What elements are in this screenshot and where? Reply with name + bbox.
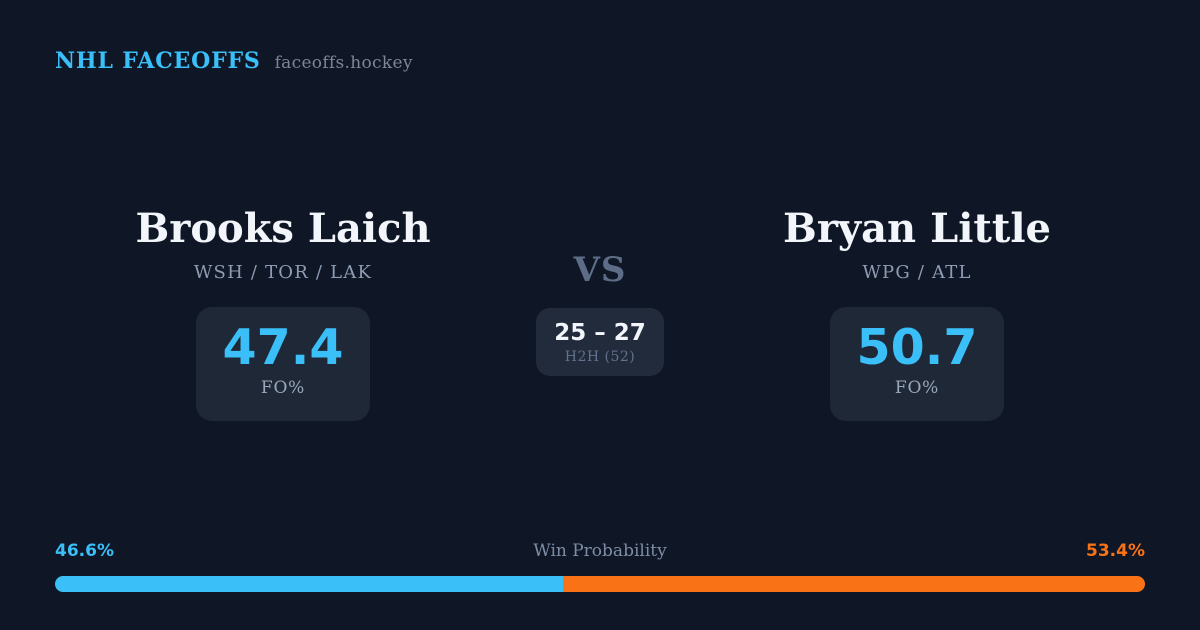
- win-probability-bar-left-segment: [55, 576, 563, 592]
- player-left-teams: WSH / TOR / LAK: [193, 262, 373, 283]
- win-probability-right-pct: 53.4%: [1086, 541, 1145, 561]
- player-left-fo-value: 47.4: [222, 319, 344, 376]
- header: NHL FACEOFFS faceoffs.hockey: [55, 48, 413, 74]
- win-probability-title: Win Probability: [533, 541, 667, 561]
- win-probability-labels: 46.6% Win Probability 53.4%: [55, 541, 1145, 561]
- brand-site-url: faceoffs.hockey: [274, 53, 413, 73]
- player-left-panel: Brooks Laich WSH / TOR / LAK 47.4 FO%: [96, 205, 470, 421]
- h2h-sample-size: H2H (52): [564, 349, 636, 365]
- player-right-name: Bryan Little: [783, 205, 1051, 252]
- player-right-panel: Bryan Little WPG / ATL 50.7 FO%: [730, 205, 1104, 421]
- h2h-card: 25 – 27 H2H (52): [536, 308, 664, 376]
- player-right-fo-value: 50.7: [856, 319, 978, 376]
- brand-title: NHL FACEOFFS: [55, 48, 261, 74]
- win-probability-bar: [55, 576, 1145, 592]
- player-right-fo-card: 50.7 FO%: [830, 307, 1004, 421]
- player-left-fo-card: 47.4 FO%: [196, 307, 370, 421]
- player-right-teams: WPG / ATL: [862, 262, 972, 283]
- win-probability-section: 46.6% Win Probability 53.4%: [55, 541, 1145, 592]
- player-right-fo-label: FO%: [894, 378, 940, 398]
- player-left-fo-label: FO%: [260, 378, 306, 398]
- versus-panel: VS 25 – 27 H2H (52): [500, 250, 700, 376]
- vs-label: VS: [573, 250, 627, 290]
- win-probability-bar-right-segment: [562, 576, 1145, 592]
- player-left-name: Brooks Laich: [135, 205, 431, 252]
- win-probability-left-pct: 46.6%: [55, 541, 114, 561]
- h2h-score: 25 – 27: [554, 320, 646, 346]
